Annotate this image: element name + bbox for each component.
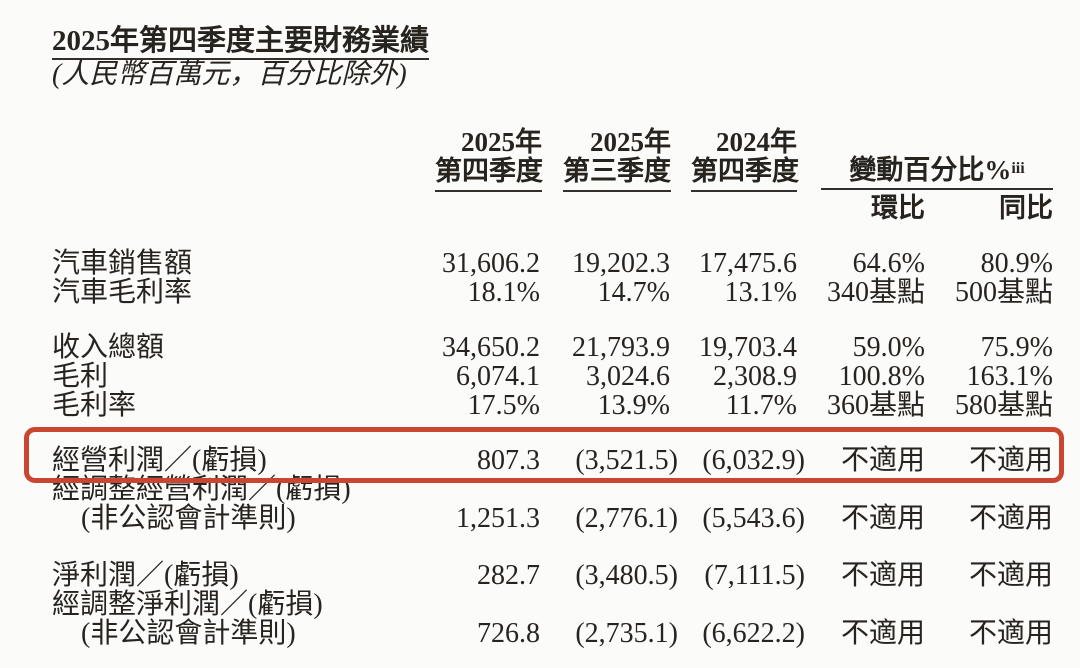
cell-value: 13.1% bbox=[724, 277, 797, 308]
row-label: 汽車毛利率 bbox=[52, 277, 193, 308]
table-row: 經調整淨利潤／(虧損) bbox=[52, 590, 1053, 619]
change-percentage-header: 變動百分比%iii 環比 同比 bbox=[821, 154, 1053, 223]
column-header-2024-q4: 2024年 第四季度 bbox=[691, 127, 799, 192]
change-percentage-title: 變動百分比%iii bbox=[821, 154, 1053, 190]
page-title: 2025年第四季度主要財務業績 bbox=[52, 26, 430, 60]
column-header-quarter: 第四季度 bbox=[435, 156, 543, 186]
column-header-year: 2024年 bbox=[716, 127, 797, 157]
page-subtitle: (人民幣百萬元，百分比除外) bbox=[52, 59, 407, 90]
change-sub-columns: 環比 同比 bbox=[821, 194, 1053, 223]
table-row: (非公認會計準則) 726.8 (2,735.1) (6,622.2) 不適用 不適用 bbox=[52, 619, 1053, 648]
cell-value: 13.9% bbox=[597, 390, 670, 421]
cell-value: 80.9% bbox=[980, 248, 1053, 279]
column-header-year: 2025年 bbox=[590, 127, 671, 157]
cell-value: (3,521.5) bbox=[575, 445, 678, 476]
sub-column-yoy: 同比 bbox=[999, 193, 1053, 223]
cell-value: 17,475.6 bbox=[699, 248, 797, 279]
column-header-2025-q4: 2025年 第四季度 bbox=[435, 127, 543, 192]
cell-value: 1,251.3 bbox=[456, 503, 540, 534]
financial-table-body: 汽車銷售額 31,606.2 19,202.3 17,475.6 64.6% 80.9% 汽… bbox=[52, 249, 1053, 648]
cell-value: 34,650.2 bbox=[442, 332, 540, 363]
row-label: 毛利 bbox=[52, 361, 109, 392]
cell-value: 580基點 bbox=[954, 390, 1053, 421]
table-row: 毛利 6,074.1 3,024.6 2,308.9 100.8% 163.1% bbox=[52, 362, 1053, 391]
cell-value: 3,024.6 bbox=[586, 361, 670, 392]
cell-value: 不適用 bbox=[968, 560, 1053, 591]
cell-value: 不適用 bbox=[968, 503, 1053, 534]
cell-value: 360基點 bbox=[826, 390, 925, 421]
cell-value: (2,735.1) bbox=[575, 618, 678, 649]
cell-value: 17.5% bbox=[467, 390, 540, 421]
cell-value: 500基點 bbox=[954, 277, 1053, 308]
cell-value: 75.9% bbox=[980, 332, 1053, 363]
row-label: 淨利潤／(虧損) bbox=[52, 560, 239, 591]
row-label: 毛利率 bbox=[52, 390, 137, 421]
cell-value: (6,622.2) bbox=[702, 618, 805, 649]
table-row: (非公認會計準則) 1,251.3 (2,776.1) (5,543.6) 不適用 不適用 bbox=[52, 504, 1053, 533]
change-percentage-label: 變動百分比% bbox=[849, 155, 1012, 185]
table-row: 收入總額 34,650.2 21,793.9 19,703.4 59.0% 75.9% bbox=[52, 333, 1053, 362]
cell-value: 不適用 bbox=[968, 618, 1053, 649]
cell-value: 不適用 bbox=[968, 445, 1053, 476]
cell-value: 282.7 bbox=[477, 560, 540, 591]
table-row: 汽車銷售額 31,606.2 19,202.3 17,475.6 64.6% 80.9% bbox=[52, 249, 1053, 278]
cell-value: (5,543.6) bbox=[702, 503, 805, 534]
cell-value: 14.7% bbox=[597, 277, 670, 308]
cell-value: 807.3 bbox=[477, 445, 540, 476]
sub-column-qoq: 環比 bbox=[871, 193, 925, 223]
cell-value: 19,703.4 bbox=[699, 332, 797, 363]
cell-value: 19,202.3 bbox=[572, 248, 670, 279]
cell-value: 不適用 bbox=[840, 503, 925, 534]
row-label: 收入總額 bbox=[52, 332, 165, 363]
cell-value: (6,032.9) bbox=[702, 445, 805, 476]
cell-value: 11.7% bbox=[725, 390, 797, 421]
cell-value: 不適用 bbox=[840, 445, 925, 476]
cell-value: 340基點 bbox=[826, 277, 925, 308]
row-label: (非公認會計準則) bbox=[81, 503, 296, 534]
footnote-superscript: iii bbox=[1011, 160, 1025, 177]
highlight-box bbox=[24, 427, 1064, 483]
cell-value: 6,074.1 bbox=[456, 361, 540, 392]
cell-value: 不適用 bbox=[840, 618, 925, 649]
table-row: 經營利潤／(虧損) 807.3 (3,521.5) (6,032.9) 不適用 不適用 bbox=[52, 446, 1053, 475]
column-header-year: 2025年 bbox=[461, 127, 542, 157]
row-label: 汽車銷售額 bbox=[52, 248, 193, 279]
table-row: 汽車毛利率 18.1% 14.7% 13.1% 340基點 500基點 bbox=[52, 278, 1053, 307]
cell-value: (2,776.1) bbox=[575, 503, 678, 534]
cell-value: (3,480.5) bbox=[575, 560, 678, 591]
row-label: 經調整淨利潤／(虧損) bbox=[52, 589, 323, 620]
table-row: 毛利率 17.5% 13.9% 11.7% 360基點 580基點 bbox=[52, 391, 1053, 420]
cell-value: 不適用 bbox=[840, 560, 925, 591]
cell-value: 31,606.2 bbox=[442, 248, 540, 279]
row-label: (非公認會計準則) bbox=[81, 618, 296, 649]
column-header-quarter: 第三季度 bbox=[563, 156, 671, 186]
table-row: 淨利潤／(虧損) 282.7 (3,480.5) (7,111.5) 不適用 不適用 bbox=[52, 561, 1053, 590]
cell-value: 21,793.9 bbox=[572, 332, 670, 363]
column-header-2025-q3: 2025年 第三季度 bbox=[563, 128, 671, 192]
cell-value: 726.8 bbox=[477, 618, 540, 649]
cell-value: 64.6% bbox=[852, 248, 925, 279]
cell-value: 2,308.9 bbox=[713, 361, 797, 392]
cell-value: 100.8% bbox=[838, 361, 925, 392]
row-label: 經營利潤／(虧損) bbox=[52, 445, 267, 476]
cell-value: 163.1% bbox=[966, 361, 1053, 392]
cell-value: 18.1% bbox=[467, 277, 540, 308]
column-header-quarter: 第四季度 bbox=[691, 156, 799, 186]
cell-value: (7,111.5) bbox=[704, 560, 805, 591]
cell-value: 59.0% bbox=[852, 332, 925, 363]
